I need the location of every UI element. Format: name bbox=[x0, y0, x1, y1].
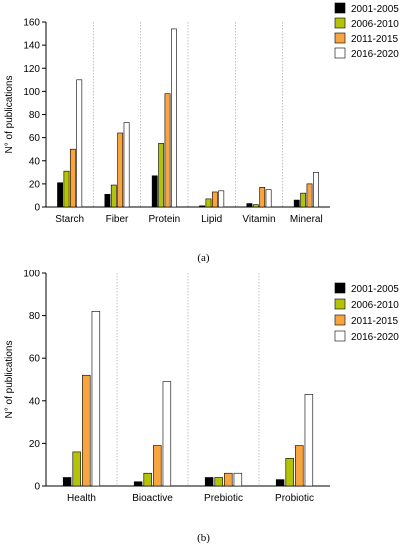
y-tick-label: 100 bbox=[23, 87, 40, 98]
legend-label: 2016-2020 bbox=[351, 332, 399, 343]
legend-label: 2016-2020 bbox=[351, 49, 399, 60]
bar-fiber-2001-2005 bbox=[104, 193, 111, 208]
legend-swatch bbox=[334, 330, 346, 342]
bar-prebiotic-2006-2010 bbox=[214, 477, 223, 487]
caption-a: (a) bbox=[197, 252, 210, 264]
legend-swatch bbox=[334, 2, 346, 14]
bar-probiotic-2001-2005 bbox=[275, 479, 285, 487]
bar-vitamin-2011-2015 bbox=[259, 187, 266, 208]
legend-label: 2006-2010 bbox=[351, 19, 399, 30]
bar-lipid-2011-2015 bbox=[211, 191, 218, 208]
y-tick-label: 40 bbox=[29, 156, 41, 167]
caption-b: (b) bbox=[197, 532, 210, 544]
bar-probiotic-2016-2020 bbox=[304, 394, 314, 487]
bar-bioactive-2006-2010 bbox=[143, 472, 152, 487]
y-tick-label: 40 bbox=[29, 396, 41, 407]
legend-label: 2011-2015 bbox=[351, 34, 399, 45]
bar-mineral-2011-2015 bbox=[306, 183, 313, 208]
x-tick-label: Prebiotic bbox=[204, 493, 243, 504]
y-axis-label: N° of publications bbox=[4, 341, 15, 419]
bar-protein-2011-2015 bbox=[164, 93, 171, 208]
bar-health-2001-2005 bbox=[62, 477, 72, 487]
y-tick-label: 20 bbox=[29, 439, 41, 450]
bar-probiotic-2011-2015 bbox=[295, 445, 304, 487]
legend-label: 2001-2005 bbox=[351, 4, 399, 15]
bar-lipid-2001-2005 bbox=[199, 205, 205, 208]
legend-swatch bbox=[334, 17, 346, 29]
bar-prebiotic-2016-2020 bbox=[233, 472, 243, 487]
bar-starch-2011-2015 bbox=[69, 148, 76, 208]
bar-prebiotic-2011-2015 bbox=[224, 472, 233, 487]
bar-fiber-2011-2015 bbox=[117, 132, 124, 208]
bar-health-2011-2015 bbox=[82, 374, 91, 487]
bar-protein-2006-2010 bbox=[158, 143, 165, 208]
y-tick-label: 0 bbox=[34, 482, 40, 493]
chart-b: N° of publications 0 20 40 60 80 100 Health Bioa… bbox=[4, 270, 399, 504]
bar-mineral-2001-2005 bbox=[293, 199, 300, 208]
bar-protein-2001-2005 bbox=[151, 175, 158, 208]
x-tick-label: Vitamin bbox=[242, 214, 275, 225]
bar-health-2006-2010 bbox=[72, 451, 81, 487]
bar-protein-2016-2020 bbox=[171, 28, 177, 208]
bar-fiber-2006-2010 bbox=[110, 184, 117, 208]
y-axis-label: N° of publications bbox=[4, 76, 15, 154]
x-tick-label: Probiotic bbox=[275, 493, 314, 504]
bar-vitamin-2016-2020 bbox=[265, 189, 272, 208]
bar-prebiotic-2001-2005 bbox=[204, 477, 214, 487]
x-tick-label: Fiber bbox=[106, 214, 129, 225]
chart-a: N° of publications 0 20 40 60 80 100 120 140 160 S… bbox=[4, 2, 399, 225]
x-tick-label: Starch bbox=[55, 214, 84, 225]
legend-swatch bbox=[334, 298, 346, 310]
y-tick-label: 160 bbox=[23, 18, 40, 29]
x-tick-label: Lipid bbox=[201, 214, 222, 225]
bar-probiotic-2006-2010 bbox=[285, 458, 294, 487]
y-tick-label: 0 bbox=[34, 203, 40, 214]
bar-starch-2001-2005 bbox=[57, 182, 63, 208]
legend-label: 2011-2015 bbox=[351, 316, 399, 327]
x-tick-label: Bioactive bbox=[132, 493, 173, 504]
bar-bioactive-2001-2005 bbox=[133, 481, 143, 487]
y-tick-label: 80 bbox=[29, 311, 41, 322]
legend-label: 2001-2005 bbox=[351, 284, 399, 295]
legend-swatch bbox=[334, 314, 346, 326]
bar-fiber-2016-2020 bbox=[123, 122, 130, 208]
bar-lipid-2006-2010 bbox=[205, 198, 212, 208]
bar-mineral-2016-2020 bbox=[313, 172, 319, 208]
legend-swatch bbox=[334, 47, 346, 59]
bar-mineral-2006-2010 bbox=[300, 192, 307, 208]
y-tick-label: 120 bbox=[23, 64, 40, 75]
x-tick-label: Health bbox=[67, 493, 96, 504]
y-tick-label: 60 bbox=[29, 354, 41, 365]
bar-health-2016-2020 bbox=[91, 311, 101, 487]
x-tick-label: Mineral bbox=[290, 214, 323, 225]
bar-starch-2016-2020 bbox=[76, 79, 83, 208]
bar-lipid-2016-2020 bbox=[218, 190, 225, 208]
x-tick-label: Protein bbox=[148, 214, 180, 225]
y-tick-label: 80 bbox=[29, 110, 41, 121]
legend-label: 2006-2010 bbox=[351, 300, 399, 311]
y-tick-label: 60 bbox=[29, 133, 41, 144]
bar-vitamin-2001-2005 bbox=[246, 203, 253, 208]
bar-bioactive-2011-2015 bbox=[153, 445, 162, 487]
bar-vitamin-2006-2010 bbox=[252, 204, 259, 208]
y-tick-label: 100 bbox=[23, 270, 40, 280]
y-tick-label: 140 bbox=[23, 41, 40, 52]
y-tick-label: 20 bbox=[29, 179, 41, 190]
bar-bioactive-2016-2020 bbox=[162, 381, 172, 487]
bar-starch-2006-2010 bbox=[63, 170, 70, 208]
legend-swatch bbox=[334, 32, 346, 44]
legend-swatch bbox=[334, 282, 346, 294]
